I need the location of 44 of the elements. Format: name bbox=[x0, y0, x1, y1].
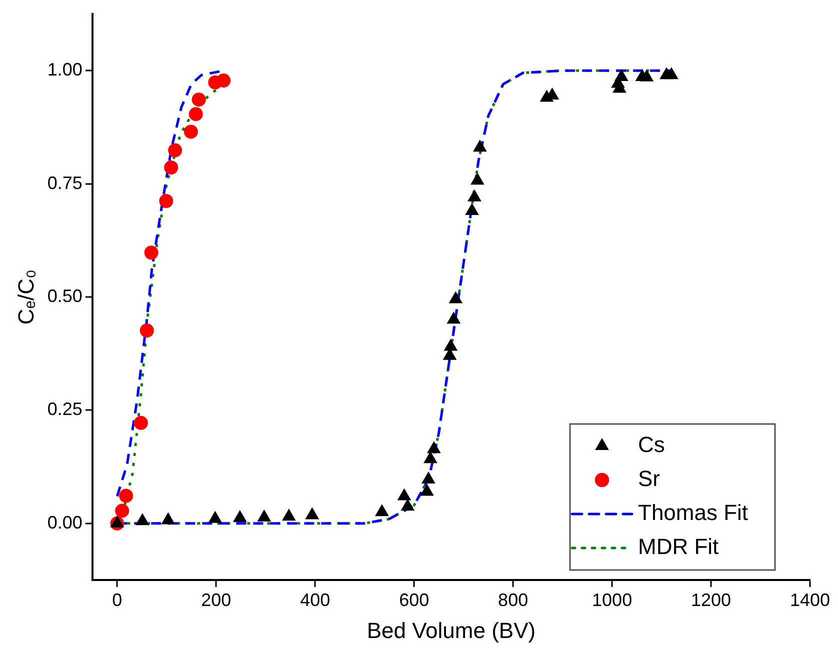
point bbox=[472, 140, 487, 152]
point bbox=[375, 504, 389, 516]
legend-label: Thomas Fit bbox=[638, 500, 748, 526]
point bbox=[422, 471, 436, 484]
point bbox=[424, 451, 438, 464]
point bbox=[400, 498, 415, 511]
y-tick-label: 0.25 bbox=[47, 399, 82, 420]
point bbox=[257, 510, 272, 522]
point bbox=[446, 312, 461, 324]
point bbox=[448, 291, 463, 304]
x-axis-title: Bed Volume (BV) bbox=[366, 618, 536, 643]
legend-label: Cs bbox=[638, 432, 665, 458]
point bbox=[614, 68, 628, 81]
point bbox=[465, 202, 479, 215]
y-tick-label: 0.00 bbox=[47, 512, 82, 532]
point bbox=[444, 338, 458, 351]
y-axis-title: Cₑ/C₀ bbox=[13, 269, 38, 325]
y-tick-label: 1.00 bbox=[47, 60, 82, 80]
y-tick-label: 0.50 bbox=[47, 286, 82, 306]
y-tick-label: 0.75 bbox=[47, 172, 82, 193]
point bbox=[208, 510, 222, 523]
x-tick-label: 0 bbox=[112, 590, 122, 610]
point bbox=[305, 507, 320, 520]
point bbox=[282, 508, 296, 521]
point bbox=[232, 510, 247, 522]
point bbox=[664, 67, 678, 80]
x-tick-label: 600 bbox=[399, 590, 430, 610]
point bbox=[110, 515, 124, 528]
point bbox=[640, 69, 654, 82]
x-tick-label: 800 bbox=[498, 590, 528, 610]
legend-label: MDR Fit bbox=[638, 534, 719, 560]
point bbox=[135, 513, 150, 526]
x-tick-label: 400 bbox=[300, 590, 330, 610]
point bbox=[468, 189, 482, 202]
x-tick-label: 1000 bbox=[592, 590, 632, 610]
point bbox=[470, 172, 484, 185]
point bbox=[397, 488, 412, 500]
x-tick-label: 200 bbox=[201, 590, 232, 610]
point bbox=[161, 512, 176, 524]
x-tick-label: 1400 bbox=[790, 590, 830, 610]
x-tick-label: 1200 bbox=[691, 590, 732, 610]
point bbox=[426, 441, 441, 454]
point bbox=[420, 484, 434, 496]
legend-label: Sr bbox=[638, 466, 660, 492]
